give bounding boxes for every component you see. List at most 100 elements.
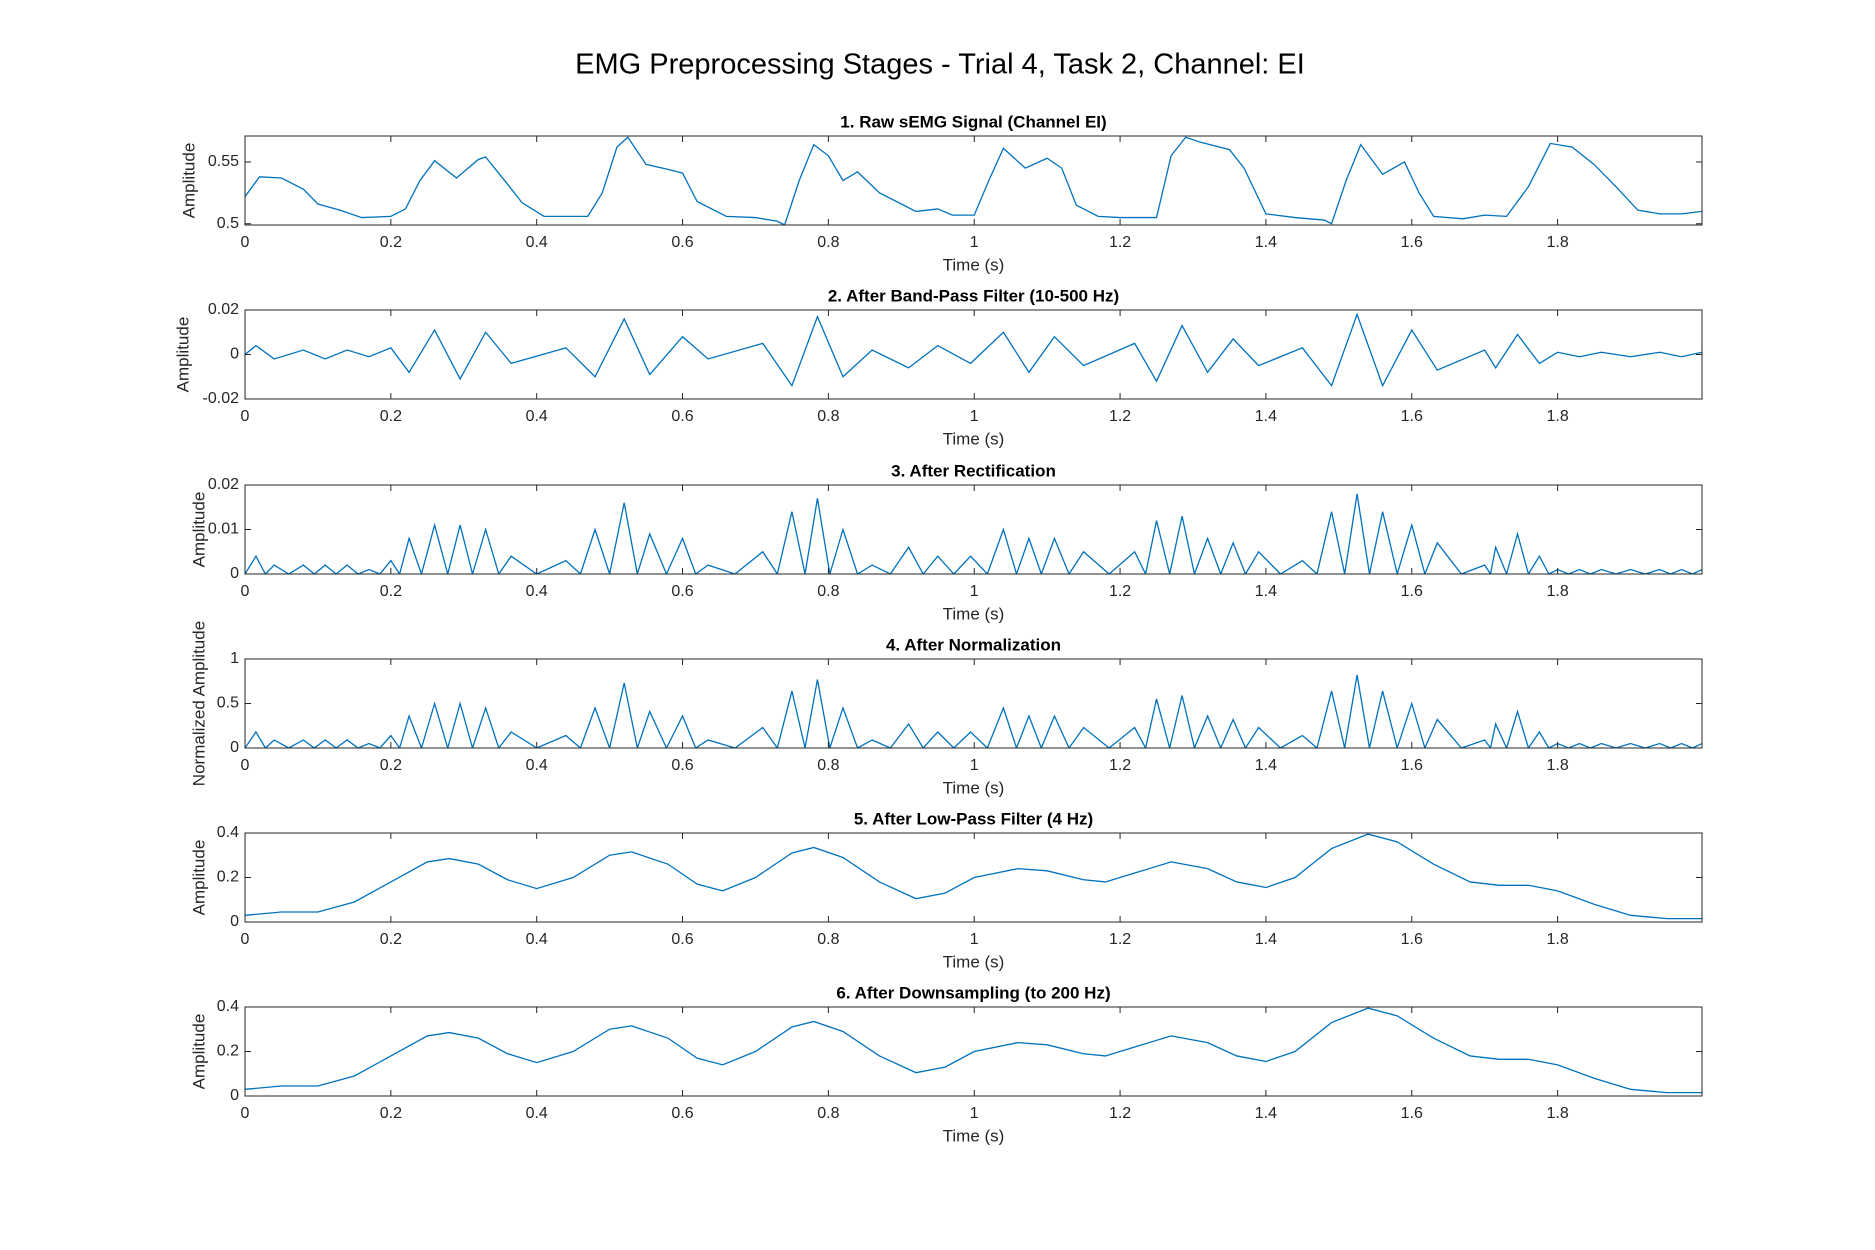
- x-tick-label: 1.4: [1255, 757, 1277, 774]
- plot-lines: [245, 833, 1702, 920]
- x-tick-label: 1.6: [1401, 931, 1423, 948]
- x-axis-label: Time (s): [943, 255, 1005, 274]
- plot-area: [245, 485, 1702, 574]
- x-tick-label: 0.6: [671, 234, 693, 251]
- x-tick-label: 1.8: [1546, 1105, 1568, 1122]
- x-tick-label: 0.6: [671, 757, 693, 774]
- y-tick-label: 0.4: [217, 998, 239, 1015]
- x-tick-label: 1.6: [1401, 234, 1423, 251]
- x-tick-label: 0.8: [817, 757, 839, 774]
- plot-area: [245, 310, 1702, 399]
- subplot: 0 0.2 0.4 0.6 0.8 1 1.2 1.4 1.6 1.8 0 0.2 0.4 6. Afte…: [189, 983, 1703, 1145]
- x-tick-label: 0.2: [380, 583, 402, 600]
- y-tick-label: -0.02: [203, 390, 240, 407]
- subplot-title: 3. After Rectification: [891, 461, 1056, 480]
- x-axis-label: Time (s): [943, 1126, 1005, 1145]
- x-tick-label: 0.8: [817, 1105, 839, 1122]
- x-tick-label: 1.6: [1401, 583, 1423, 600]
- x-tick-label: 0.8: [817, 234, 839, 251]
- x-tick-label: 1: [970, 583, 979, 600]
- y-tick-label: 0: [230, 913, 239, 930]
- y-tick-label: 0: [230, 1087, 239, 1104]
- x-tick-label: 0: [241, 234, 250, 251]
- x-tick-label: 1.6: [1401, 757, 1423, 774]
- y-tick-label: 0: [230, 565, 239, 582]
- signal-line: [245, 493, 1702, 574]
- plot-area: [245, 659, 1702, 748]
- x-tick-label: 1.4: [1255, 408, 1277, 425]
- signal-line: [245, 312, 1702, 388]
- x-tick-label: 1.2: [1109, 408, 1131, 425]
- x-tick-label: 0: [241, 931, 250, 948]
- x-tick-label: 1: [970, 757, 979, 774]
- x-tick-label: 1.6: [1401, 408, 1423, 425]
- x-tick-label: 0.4: [526, 408, 548, 425]
- subplot: 0 0.2 0.4 0.6 0.8 1 1.2 1.4 1.6 1.8 0 0.2 0.4 5. Afte…: [189, 809, 1703, 971]
- y-axis-label: Amplitude: [189, 1014, 208, 1090]
- x-tick-label: 1.8: [1546, 583, 1568, 600]
- x-tick-label: 1: [970, 1105, 979, 1122]
- y-axis-label: Normalized Amplitude: [189, 621, 208, 786]
- x-tick-label: 1: [970, 234, 979, 251]
- x-axis-label: Time (s): [943, 604, 1005, 623]
- y-tick-label: 0.5: [217, 215, 239, 232]
- x-axis-label: Time (s): [943, 429, 1005, 448]
- subplot: 0 0.2 0.4 0.6 0.8 1 1.2 1.4 1.6 1.8 0 0.5 1 4. After …: [189, 621, 1703, 797]
- y-axis-label: Amplitude: [173, 317, 192, 393]
- subplot-title: 1. Raw sEMG Signal (Channel EI): [840, 112, 1106, 131]
- y-tick-label: 0.2: [217, 1043, 239, 1060]
- x-tick-label: 0.8: [817, 931, 839, 948]
- x-tick-label: 0.4: [526, 931, 548, 948]
- y-tick-label: 0: [230, 346, 239, 363]
- signal-line: [245, 833, 1702, 920]
- axes-box: [244, 135, 1703, 226]
- x-tick-label: 0.4: [526, 1105, 548, 1122]
- plot-lines: [245, 136, 1702, 225]
- y-tick-label: 0.02: [208, 301, 239, 318]
- plot-lines: [245, 1007, 1702, 1094]
- y-tick-label: 1: [230, 650, 239, 667]
- signal-line: [245, 1007, 1702, 1094]
- x-tick-label: 1.6: [1401, 1105, 1423, 1122]
- y-tick-label: 0.2: [217, 869, 239, 886]
- plot-lines: [245, 493, 1702, 574]
- x-tick-label: 1: [970, 408, 979, 425]
- subplot-title: 5. After Low-Pass Filter (4 Hz): [854, 809, 1093, 828]
- x-tick-label: 0: [241, 757, 250, 774]
- x-tick-label: 0.4: [526, 757, 548, 774]
- x-tick-label: 1.2: [1109, 583, 1131, 600]
- x-tick-label: 0.6: [671, 583, 693, 600]
- x-tick-label: 0.8: [817, 408, 839, 425]
- x-tick-label: 0.8: [817, 583, 839, 600]
- y-tick-label: 0.4: [217, 824, 239, 841]
- x-tick-label: 0.6: [671, 1105, 693, 1122]
- x-tick-label: 0.4: [526, 234, 548, 251]
- x-tick-label: 0.2: [380, 234, 402, 251]
- x-tick-label: 0: [241, 408, 250, 425]
- x-tick-label: 0.2: [380, 931, 402, 948]
- x-axis-label: Time (s): [943, 778, 1005, 797]
- figure-title: EMG Preprocessing Stages - Trial 4, Task…: [575, 49, 1305, 81]
- y-tick-label: 0: [230, 739, 239, 756]
- x-tick-label: 0: [241, 583, 250, 600]
- x-tick-label: 0.6: [671, 931, 693, 948]
- plot-area: [245, 136, 1702, 225]
- x-tick-label: 0.2: [380, 408, 402, 425]
- x-tick-label: 1.4: [1255, 234, 1277, 251]
- x-tick-label: 0: [241, 1105, 250, 1122]
- x-tick-label: 1: [970, 931, 979, 948]
- x-tick-label: 0.4: [526, 583, 548, 600]
- x-tick-label: 0.2: [380, 757, 402, 774]
- x-tick-label: 1.2: [1109, 1105, 1131, 1122]
- x-tick-label: 1.2: [1109, 234, 1131, 251]
- subplot-title: 4. After Normalization: [886, 635, 1061, 654]
- x-axis-label: Time (s): [943, 952, 1005, 971]
- x-tick-label: 1.2: [1109, 931, 1131, 948]
- x-tick-label: 1.8: [1546, 757, 1568, 774]
- subplot-title: 6. After Downsampling (to 200 Hz): [836, 983, 1110, 1002]
- y-axis-label: Amplitude: [189, 492, 208, 568]
- y-tick-label: 0.55: [208, 153, 239, 170]
- x-tick-label: 0.6: [671, 408, 693, 425]
